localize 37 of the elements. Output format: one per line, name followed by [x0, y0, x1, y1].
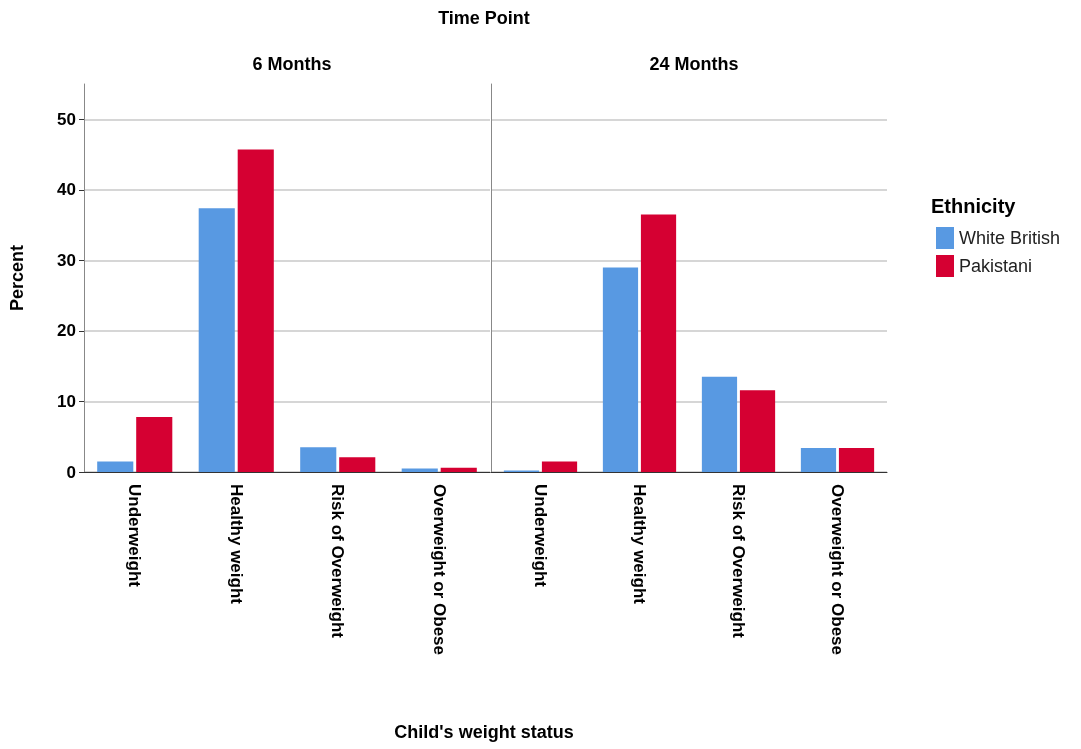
text: Time Point: [438, 8, 530, 29]
bar: [339, 457, 376, 472]
x-tick-label: Healthy weight: [226, 484, 246, 605]
y-tick-label: 10: [57, 391, 76, 411]
bar: [739, 390, 776, 472]
x-tick-label: Overweight or Obese: [429, 484, 449, 655]
y-tick-label: 20: [57, 321, 76, 341]
x-axis-title: Child's weight status: [394, 722, 574, 743]
bar: [300, 447, 337, 472]
bar: [701, 376, 738, 472]
bar: [198, 208, 235, 472]
bar: [401, 468, 438, 472]
x-tick-label: Underweight: [125, 484, 145, 588]
legend-label: White British: [959, 228, 1061, 248]
bar: [640, 214, 677, 472]
bar: [136, 416, 173, 472]
x-tick-label: Healthy weight: [630, 484, 649, 605]
bar: [97, 461, 134, 472]
bar: [800, 448, 837, 472]
y-tick-label: 30: [57, 250, 76, 270]
x-tick-label: Underweight: [531, 484, 550, 588]
bar: [237, 149, 274, 472]
y-tick-label: 0: [66, 462, 76, 482]
x-tick-label: Risk of Overweight: [328, 484, 348, 639]
chart-title: 6 Months: [252, 54, 332, 74]
legend-label: Pakistani: [959, 256, 1033, 276]
bar: [602, 267, 639, 472]
chart-title: 24 Months: [649, 54, 739, 74]
y-tick-label: 50: [57, 109, 76, 129]
x-tick-label: Overweight or Obese: [828, 484, 847, 655]
bar: [440, 467, 477, 472]
bar: [541, 461, 578, 472]
x-tick-label: Risk of Overweight: [729, 484, 748, 639]
legend-title: Ethnicity: [931, 195, 1017, 217]
y-tick-label: 40: [57, 180, 76, 200]
bar: [838, 448, 875, 472]
y-axis-title: Percent: [7, 244, 27, 312]
